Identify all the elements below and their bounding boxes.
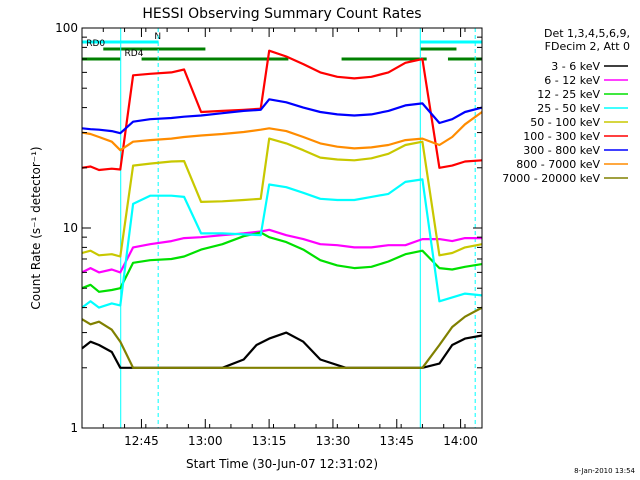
series-line-100-300-kev: [81, 49, 483, 172]
series-line-7000-20000-kev: [81, 306, 483, 369]
chart-title: HESSI Observing Summary Count Rates: [142, 6, 421, 22]
legend-header: FDecim 2, Att 0: [545, 40, 630, 53]
x-axis-ticks: 12:45 13:00 13:15 13:30 13:45 14:00: [81, 28, 478, 448]
series-line-800-7000-kev: [81, 111, 483, 152]
y-tick-label: 100: [55, 21, 78, 35]
legend-label: 3 - 6 keV: [551, 60, 600, 73]
series-line-50-100-kev: [81, 137, 483, 258]
legend-label: 300 - 800 keV: [523, 144, 600, 157]
series-lines: [81, 49, 483, 369]
y-axis-label: Count Rate (s⁻¹ detector⁻¹): [29, 146, 43, 309]
series-line-12-25-kev: [81, 231, 483, 293]
legend-label: 6 - 12 keV: [544, 74, 600, 87]
x-tick-label: 13:15: [252, 434, 287, 448]
legend-label: 12 - 25 keV: [537, 88, 600, 101]
series-line-300-800-kev: [81, 98, 483, 135]
series-line-25-50-kev: [81, 178, 483, 309]
legend-label: 50 - 100 keV: [530, 116, 600, 129]
x-tick-label: 13:30: [316, 434, 351, 448]
legend-label: 7000 - 20000 keV: [502, 172, 600, 185]
legend-label: 800 - 7000 keV: [516, 158, 600, 171]
x-tick-label: 13:00: [188, 434, 223, 448]
series-line-3-6-kev: [81, 331, 483, 369]
legend-label: 100 - 300 keV: [523, 130, 600, 143]
generation-timestamp: 8-Jan-2010 13:54: [574, 467, 635, 475]
flag-label-rd4: RD4: [125, 49, 144, 59]
flag-label-rd0: RD0: [86, 39, 105, 49]
x-tick-label: 13:45: [379, 434, 414, 448]
x-tick-label: 12:45: [124, 434, 159, 448]
y-tick-label: 10: [63, 221, 78, 235]
legend: Det 1,3,4,5,6,9,FDecim 2, Att 0 3 - 6 keV…: [502, 27, 630, 185]
y-tick-label: 1: [70, 421, 78, 435]
x-tick-label: 14:00: [443, 434, 478, 448]
legend-header: Det 1,3,4,5,6,9,: [544, 27, 630, 40]
y-axis-ticks: 1 10 100: [55, 21, 482, 435]
legend-label: 25 - 50 keV: [537, 102, 600, 115]
x-axis-label: Start Time (30-Jun-07 12:31:02): [186, 457, 378, 471]
